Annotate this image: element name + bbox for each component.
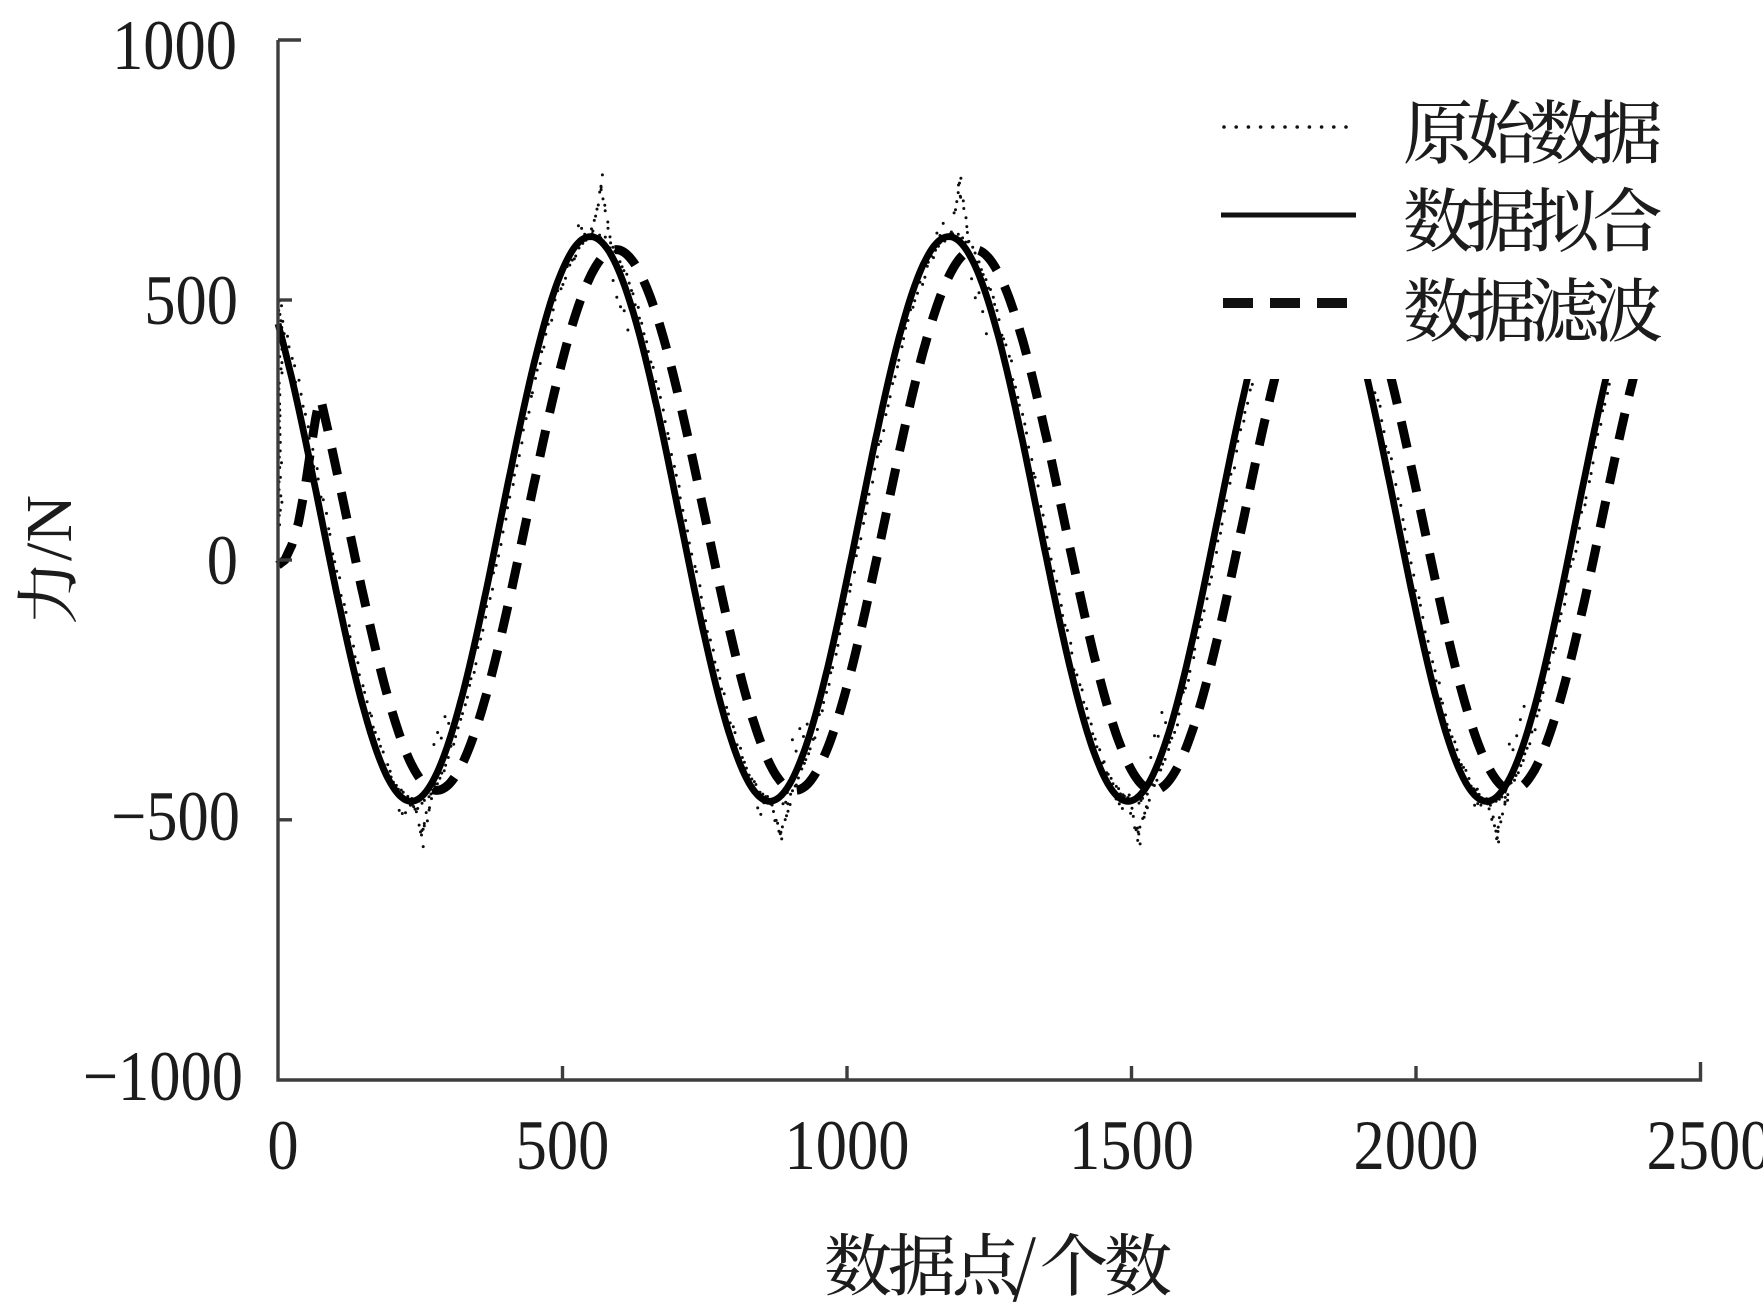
svg-text:1000: 1000 [112,6,237,85]
svg-text:1500: 1500 [1069,1106,1194,1185]
svg-text:2000: 2000 [1354,1106,1479,1185]
svg-text:500: 500 [144,261,238,340]
svg-text:0: 0 [207,521,238,600]
svg-text:500: 500 [516,1106,610,1185]
svg-text:2500: 2500 [1647,1106,1763,1185]
svg-text:0: 0 [267,1106,298,1185]
svg-text:1000: 1000 [785,1106,910,1185]
svg-text:−500: −500 [111,777,240,856]
svg-text:/N: /N [13,495,86,561]
svg-text:−1000: −1000 [83,1037,243,1116]
